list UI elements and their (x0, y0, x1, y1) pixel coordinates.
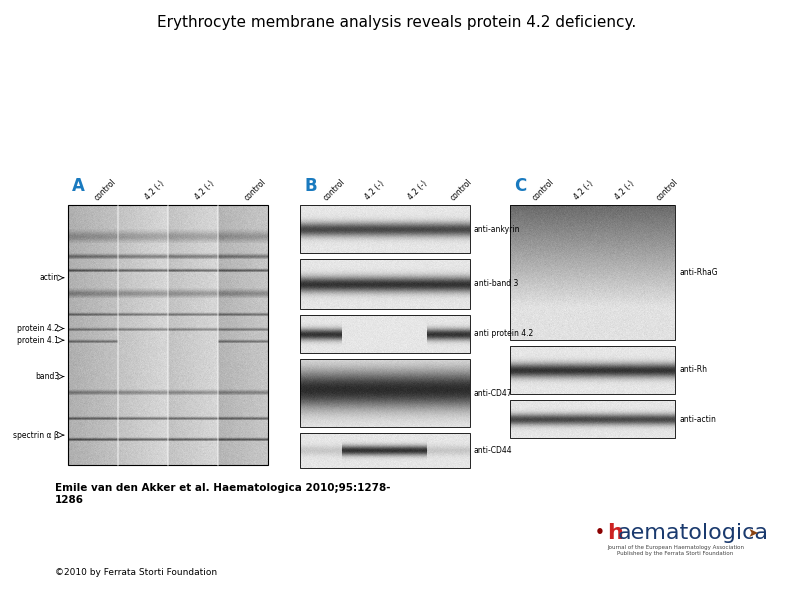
Text: anti-Rh: anti-Rh (679, 365, 707, 374)
Bar (510, 205, 675, 340)
Text: B: B (304, 177, 317, 195)
Text: 4.2 (-): 4.2 (-) (364, 179, 387, 202)
Text: Emile van den Akker et al. Haematologica 2010;95:1278-
1286: Emile van den Akker et al. Haematologica… (55, 483, 391, 505)
Text: band3: band3 (35, 372, 59, 381)
Text: control: control (654, 177, 680, 202)
Text: control: control (93, 177, 118, 202)
Bar (300, 433, 470, 468)
Bar (510, 400, 675, 438)
Text: control: control (530, 177, 556, 202)
Text: anti-actin: anti-actin (679, 415, 716, 424)
Text: C: C (514, 177, 526, 195)
Text: ©2010 by Ferrata Storti Foundation: ©2010 by Ferrata Storti Foundation (55, 568, 217, 577)
Text: anti protein 4.2: anti protein 4.2 (474, 330, 534, 339)
Text: anti-RhaG: anti-RhaG (679, 268, 718, 277)
Text: Erythrocyte membrane analysis reveals protein 4.2 deficiency.: Erythrocyte membrane analysis reveals pr… (157, 15, 637, 30)
Bar (300, 359, 470, 427)
Text: Journal of the European Haematology Association
Published by the Ferrata Storti : Journal of the European Haematology Asso… (607, 545, 744, 556)
Text: 4.2 (-): 4.2 (-) (143, 179, 166, 202)
Bar (300, 205, 470, 253)
Text: actin: actin (40, 273, 59, 282)
Text: A: A (72, 177, 85, 195)
Text: anti-ankyrin: anti-ankyrin (474, 224, 521, 233)
Text: 4.2 (-): 4.2 (-) (193, 179, 216, 202)
Text: anti-CD47: anti-CD47 (474, 389, 513, 397)
Bar (300, 315, 470, 353)
Text: control: control (243, 177, 268, 202)
Text: 4.2 (-): 4.2 (-) (407, 179, 429, 202)
Text: 4.2 (-): 4.2 (-) (613, 179, 636, 202)
Text: aematologica: aematologica (618, 523, 769, 543)
Bar (510, 346, 675, 394)
Text: anti-CD44: anti-CD44 (474, 446, 513, 455)
Text: spectrin α β: spectrin α β (13, 431, 59, 440)
Text: control: control (449, 177, 474, 202)
Text: ➤: ➤ (748, 527, 758, 540)
Bar (68, 205, 268, 465)
Text: protein 4.2: protein 4.2 (17, 324, 59, 333)
Text: control: control (322, 177, 346, 202)
Text: h: h (607, 523, 622, 543)
Text: protein 4.1: protein 4.1 (17, 336, 59, 345)
Text: 4.2 (-): 4.2 (-) (572, 179, 595, 202)
Text: anti-band 3: anti-band 3 (474, 280, 518, 289)
Text: •: • (595, 525, 605, 540)
Bar (300, 259, 470, 309)
